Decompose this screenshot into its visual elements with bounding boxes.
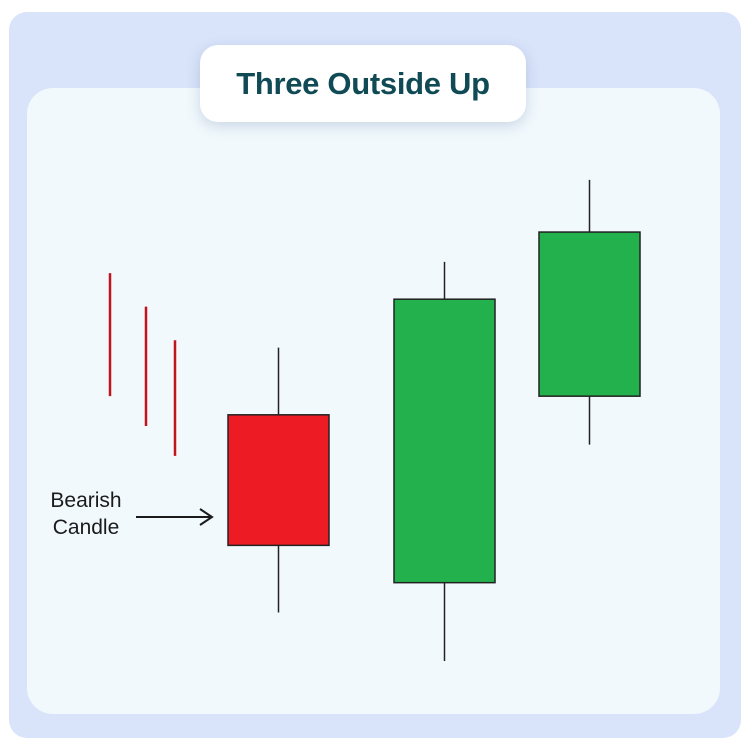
label-line-1: Bearish (50, 489, 122, 512)
annotation-arrow (136, 508, 214, 526)
candle-2-bullish-body (393, 298, 496, 584)
prior-downtrend (108, 273, 177, 456)
title-pill: Three Outside Up (200, 45, 526, 122)
diagram-title: Three Outside Up (236, 65, 490, 101)
label-line-2: Candle (52, 516, 120, 539)
candlestick-pattern (227, 179, 641, 661)
bearish-candle-label: Bearish Candle (36, 487, 136, 541)
arrow-head (199, 508, 214, 526)
candle-3-bullish-body (538, 231, 641, 397)
chart-panel (27, 88, 720, 714)
candle-1-bearish-body (227, 414, 330, 547)
